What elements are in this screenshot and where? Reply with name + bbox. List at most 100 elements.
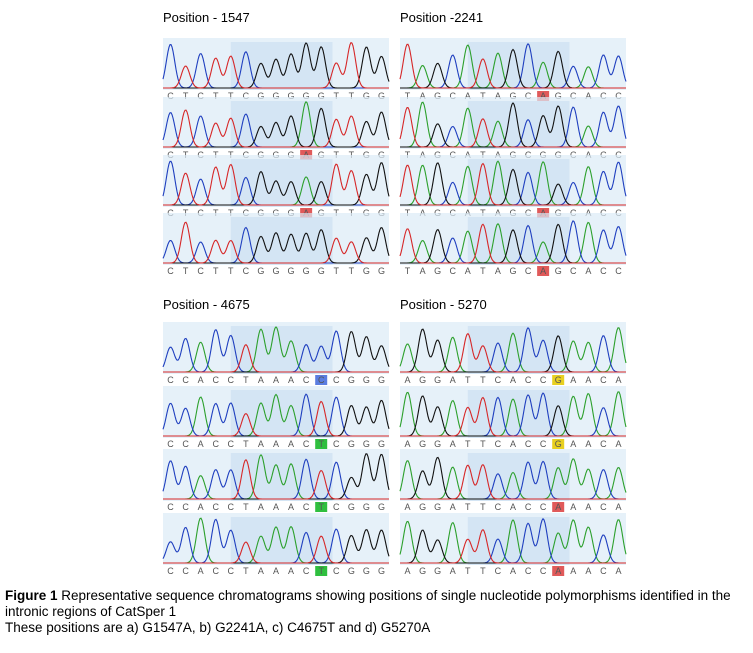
base-call: T bbox=[405, 91, 411, 101]
base-call: C bbox=[333, 439, 340, 449]
base-call: C bbox=[600, 91, 607, 101]
base-call: C bbox=[303, 439, 310, 449]
base-call: C bbox=[303, 375, 310, 385]
base-call: A bbox=[570, 439, 576, 449]
base-call: T bbox=[243, 375, 249, 385]
base-call: T bbox=[334, 91, 340, 101]
base-call: T bbox=[228, 266, 234, 276]
trace bbox=[400, 332, 626, 373]
base-call: C bbox=[303, 502, 310, 512]
base-call: C bbox=[615, 91, 622, 101]
base-highlight bbox=[552, 502, 565, 512]
base-call: A bbox=[198, 439, 204, 449]
base-call: A bbox=[510, 566, 516, 576]
trace-bg bbox=[467, 453, 570, 501]
trace-bg bbox=[467, 517, 570, 565]
base-call: A bbox=[615, 502, 621, 512]
base-call: A bbox=[585, 91, 591, 101]
base-highlight bbox=[537, 91, 550, 101]
trace-bg bbox=[467, 390, 570, 438]
base-call: C bbox=[600, 439, 607, 449]
base-call: G bbox=[434, 91, 441, 101]
base-highlight bbox=[552, 439, 565, 449]
base-call: T bbox=[243, 502, 249, 512]
base-call: T bbox=[349, 266, 355, 276]
base-call: G bbox=[509, 91, 516, 101]
base-call: G bbox=[419, 375, 426, 385]
base-call: C bbox=[449, 266, 456, 276]
base-call: A bbox=[288, 375, 294, 385]
trace bbox=[400, 463, 626, 500]
base-call: C bbox=[182, 502, 189, 512]
base-call: A bbox=[273, 375, 279, 385]
trace bbox=[163, 221, 389, 264]
base-call: C bbox=[525, 375, 532, 385]
base-call: A bbox=[510, 502, 516, 512]
figure: Position - 1547CTCTTCGGGGGTTGGCTCTTCGGGA… bbox=[162, 10, 627, 576]
base-call: G bbox=[363, 375, 370, 385]
base-call: A bbox=[615, 439, 621, 449]
base-call: C bbox=[243, 91, 250, 101]
base-call: T bbox=[213, 91, 219, 101]
trace bbox=[163, 459, 389, 500]
caption-text: Representative sequence chromatograms sh… bbox=[5, 588, 731, 619]
base-call: G bbox=[419, 566, 426, 576]
base-call: C bbox=[182, 375, 189, 385]
base-call: G bbox=[555, 266, 562, 276]
base-call: A bbox=[615, 566, 621, 576]
trace-bg bbox=[467, 217, 570, 265]
base-call: C bbox=[333, 375, 340, 385]
base-highlight bbox=[315, 502, 328, 512]
base-call: A bbox=[570, 502, 576, 512]
base-call: G bbox=[303, 266, 310, 276]
base-call: C bbox=[333, 566, 340, 576]
base-call: A bbox=[615, 375, 621, 385]
base-call: G bbox=[378, 91, 385, 101]
trace bbox=[163, 400, 389, 437]
base-call: C bbox=[540, 375, 547, 385]
base-call: C bbox=[525, 502, 532, 512]
panel-title: Position -2241 bbox=[400, 10, 483, 25]
base-call: T bbox=[480, 502, 486, 512]
base-call: A bbox=[450, 439, 456, 449]
trace bbox=[163, 41, 389, 89]
base-call: T bbox=[183, 266, 189, 276]
base-call: C bbox=[570, 91, 577, 101]
base-call: C bbox=[600, 375, 607, 385]
base-call: C bbox=[167, 439, 174, 449]
base-call: A bbox=[585, 375, 591, 385]
base-call: C bbox=[495, 566, 502, 576]
base-call: G bbox=[509, 266, 516, 276]
trace bbox=[399, 107, 626, 148]
caption-label: Figure 1 bbox=[5, 588, 58, 603]
base-call: C bbox=[197, 91, 204, 101]
base-call: C bbox=[243, 266, 250, 276]
base-call: C bbox=[333, 502, 340, 512]
base-call: T bbox=[405, 266, 411, 276]
base-call: T bbox=[480, 91, 486, 101]
base-call: C bbox=[495, 439, 502, 449]
trace bbox=[400, 396, 626, 437]
trace bbox=[399, 162, 626, 206]
base-call: G bbox=[303, 91, 310, 101]
base-call: T bbox=[480, 439, 486, 449]
base-call: C bbox=[525, 439, 532, 449]
base-call: A bbox=[495, 266, 501, 276]
base-call: C bbox=[318, 375, 325, 385]
base-call: A bbox=[555, 566, 561, 576]
base-call: A bbox=[540, 266, 546, 276]
base-call: G bbox=[363, 266, 370, 276]
trace-bg bbox=[230, 42, 333, 90]
base-call: G bbox=[318, 266, 325, 276]
base-call: T bbox=[465, 439, 471, 449]
base-call: G bbox=[348, 566, 355, 576]
trace-bg bbox=[230, 453, 333, 501]
base-call: A bbox=[450, 375, 456, 385]
base-call: G bbox=[348, 502, 355, 512]
base-call: C bbox=[495, 502, 502, 512]
base-call: A bbox=[288, 502, 294, 512]
trace-bg bbox=[230, 390, 333, 438]
base-highlight bbox=[315, 375, 328, 385]
base-call: A bbox=[570, 375, 576, 385]
base-call: G bbox=[257, 91, 264, 101]
